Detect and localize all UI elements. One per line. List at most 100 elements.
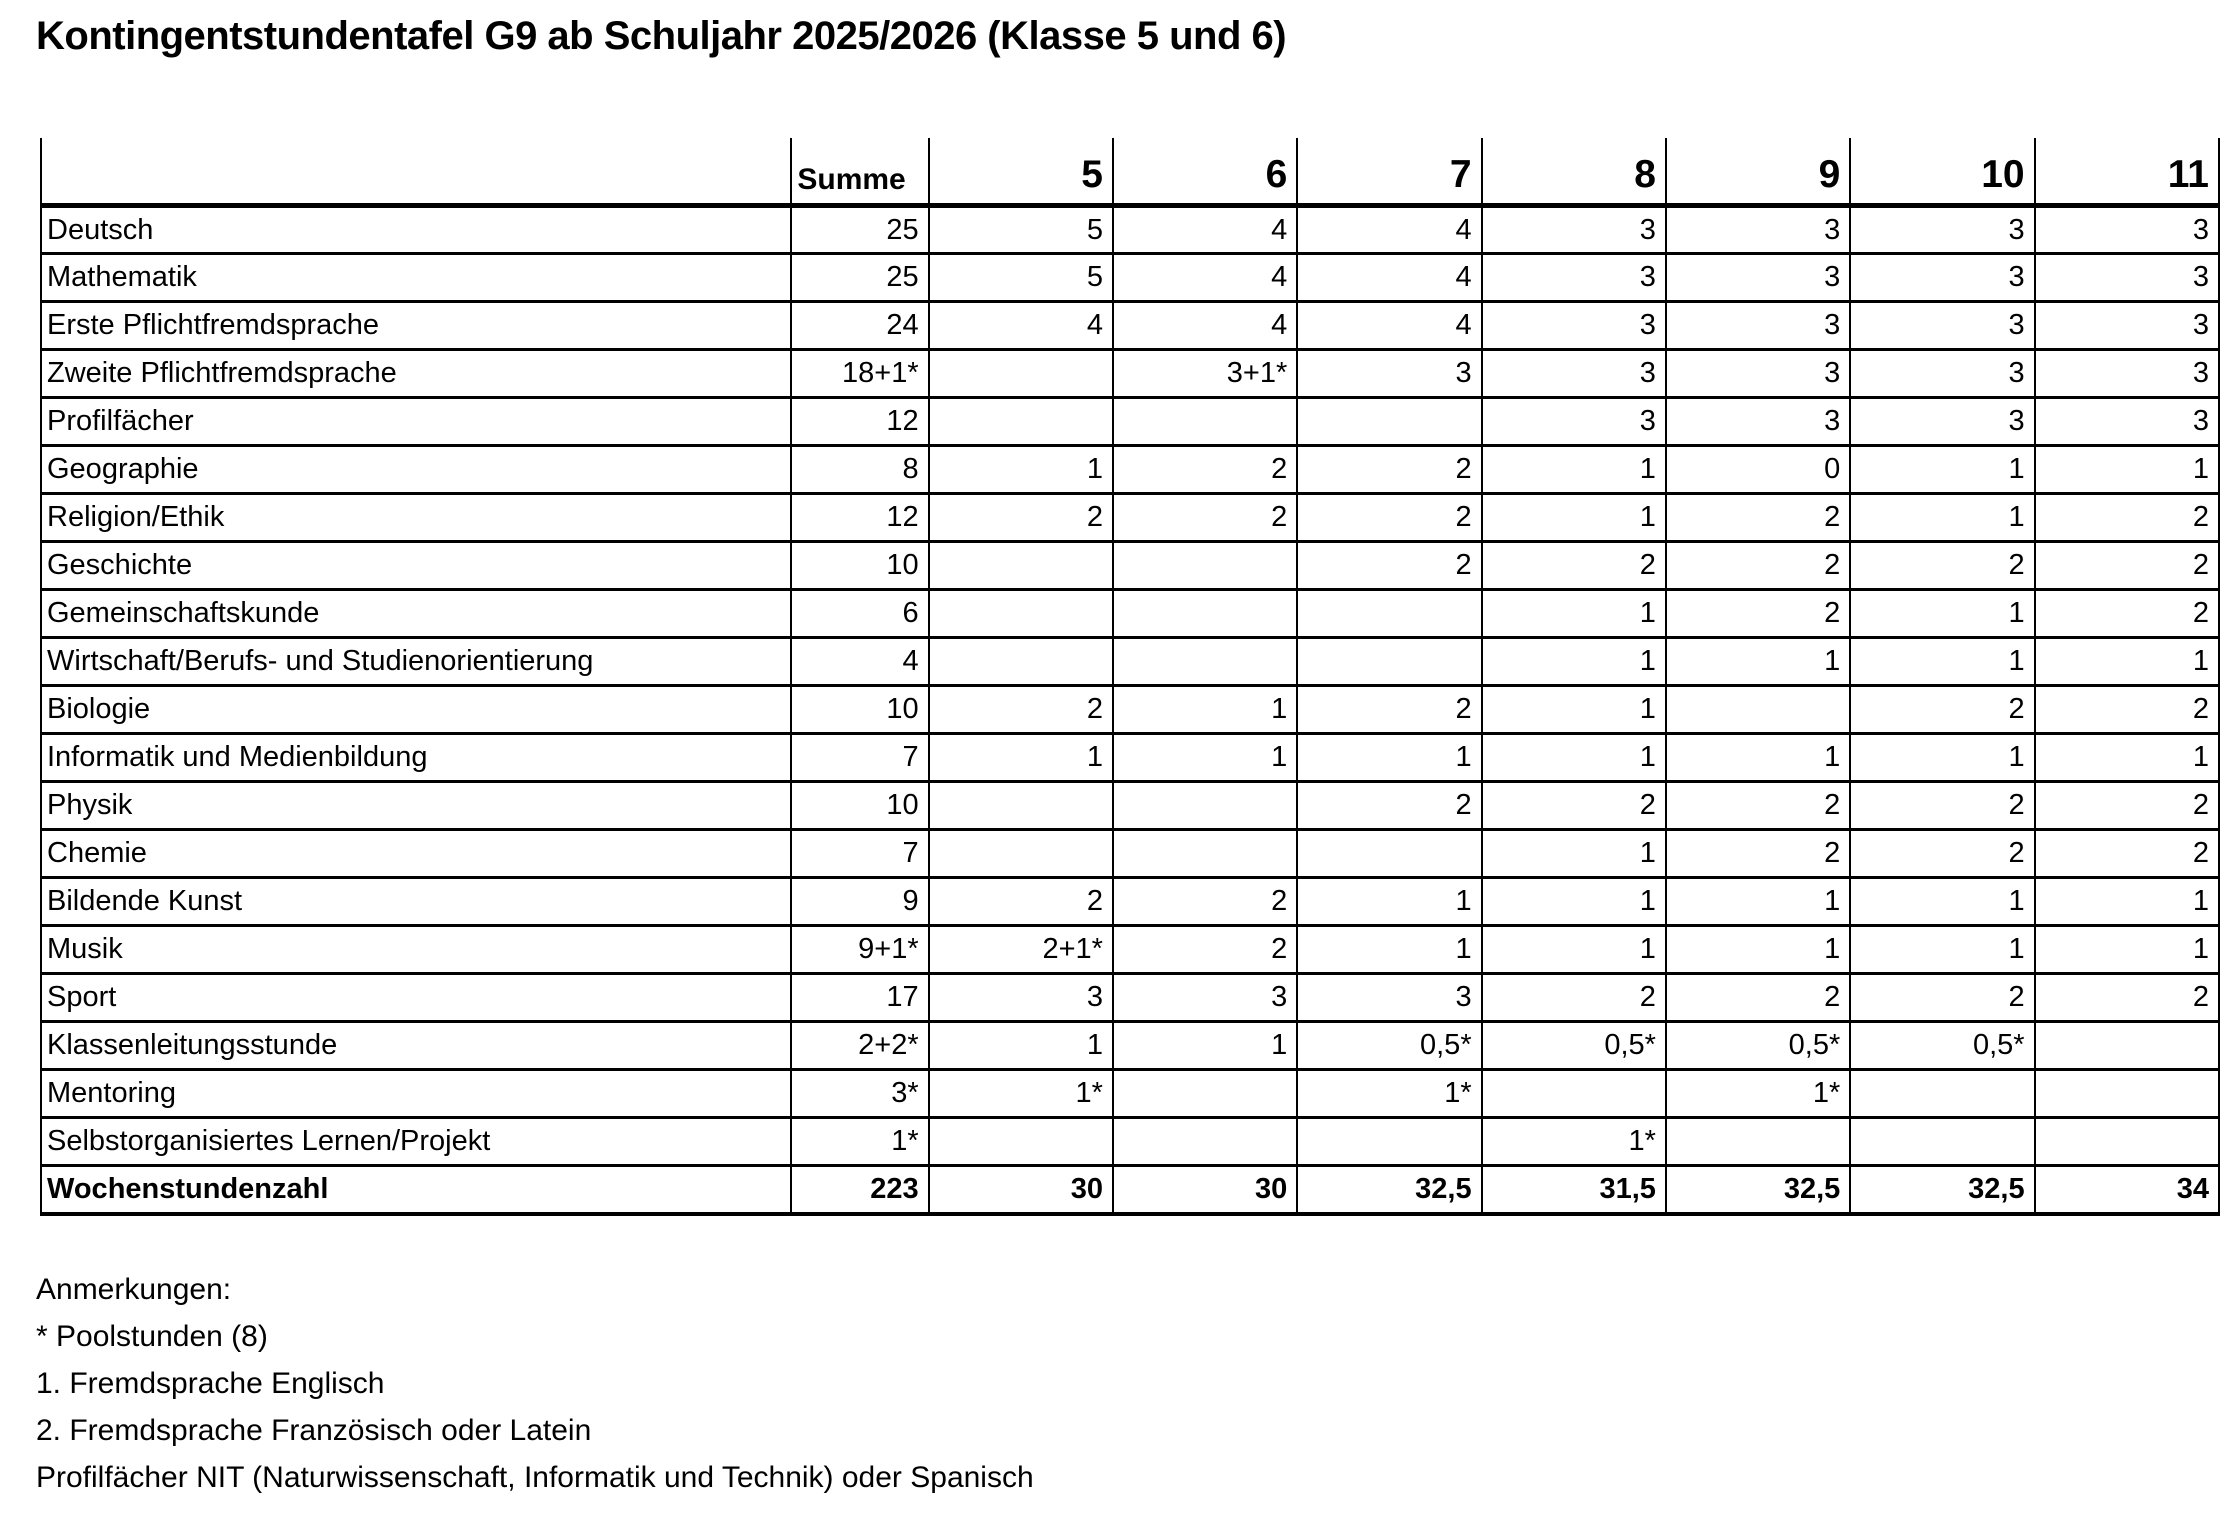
- table-row: Deutsch 25 5 4 4 3 3 3 3: [39, 204, 2221, 255]
- value-cell: 2: [927, 492, 1114, 543]
- value-cell: 3: [1296, 972, 1483, 1023]
- value-cell: 2: [1849, 684, 2036, 735]
- value-cell: [1480, 1068, 1667, 1119]
- value-cell: 3: [2033, 204, 2221, 255]
- value-cell: 3: [2033, 300, 2221, 351]
- table-row: Klassenleitungsstunde 2+2* 1 1 0,5* 0,5* 0,5* 0…: [39, 1020, 2221, 1071]
- table-row: Informatik und Medienbildung 7 1 1 1 1 1 1 1: [39, 732, 2221, 783]
- subject-label: Wirtschaft/Berufs- und Studienorientieru…: [39, 636, 793, 687]
- subject-label: Sport: [39, 972, 793, 1023]
- table-row: Chemie 7 1 2 2 2: [39, 828, 2221, 879]
- value-cell: 2: [1849, 540, 2036, 591]
- table-header-row: Summe 5 6 7 8 9 10 11: [39, 138, 2221, 208]
- table-row: Mathematik 25 5 4 4 3 3 3 3: [39, 252, 2221, 303]
- footnotes: Anmerkungen: * Poolstunden (8) 1. Fremdspr…: [36, 1266, 1034, 1501]
- value-cell: 1: [1480, 636, 1667, 687]
- value-cell: 5: [927, 204, 1114, 255]
- value-cell: 12: [790, 396, 930, 447]
- value-cell: [927, 1116, 1114, 1167]
- value-cell: 1: [1480, 924, 1667, 975]
- value-cell: 2: [2033, 540, 2221, 591]
- value-cell: 2: [1849, 828, 2036, 879]
- value-cell: 2: [1111, 924, 1299, 975]
- value-cell: [1849, 1068, 2036, 1119]
- value-cell: 0,5*: [1849, 1020, 2036, 1071]
- value-cell: 3: [1664, 204, 1852, 255]
- value-cell: 31,5: [1480, 1164, 1667, 1216]
- value-cell: [1111, 828, 1299, 879]
- value-cell: [1849, 1116, 2036, 1167]
- value-cell: 2: [1111, 444, 1299, 495]
- value-cell: 4: [1296, 252, 1483, 303]
- value-cell: [927, 396, 1114, 447]
- footnote-line: * Poolstunden (8): [36, 1320, 268, 1353]
- value-cell: 2: [2033, 588, 2221, 639]
- value-cell: 10: [790, 780, 930, 831]
- value-cell: 3: [1664, 252, 1852, 303]
- value-cell: 3: [1480, 348, 1667, 399]
- value-cell: 3: [1480, 300, 1667, 351]
- subject-label: Zweite Pflichtfremdsprache: [39, 348, 793, 399]
- subject-label: Musik: [39, 924, 793, 975]
- value-cell: 3: [1480, 204, 1667, 255]
- table-row: Religion/Ethik 12 2 2 2 1 2 1 2: [39, 492, 2221, 543]
- value-cell: 2: [1849, 780, 2036, 831]
- value-cell: 1: [2033, 732, 2221, 783]
- value-cell: 10: [790, 684, 930, 735]
- value-cell: 1: [1664, 924, 1852, 975]
- value-cell: 1: [2033, 924, 2221, 975]
- value-cell: 2: [2033, 684, 2221, 735]
- value-cell: 4: [1111, 300, 1299, 351]
- value-cell: 1: [1849, 876, 2036, 927]
- value-cell: 2: [1480, 972, 1667, 1023]
- value-cell: 1: [1296, 924, 1483, 975]
- column-header-10: 10: [1849, 138, 2036, 208]
- value-cell: 3: [1849, 348, 2036, 399]
- value-cell: 2: [1664, 972, 1852, 1023]
- table-row: Erste Pflichtfremdsprache 24 4 4 4 3 3 3 3: [39, 300, 2221, 351]
- value-cell: 25: [790, 204, 930, 255]
- value-cell: [1296, 636, 1483, 687]
- value-cell: 2+2*: [790, 1020, 930, 1071]
- value-cell: 2: [2033, 492, 2221, 543]
- value-cell: 3: [2033, 252, 2221, 303]
- value-cell: 3: [2033, 396, 2221, 447]
- value-cell: 2: [1664, 780, 1852, 831]
- value-cell: 1: [1664, 636, 1852, 687]
- column-header-8: 8: [1480, 138, 1667, 208]
- value-cell: [1664, 1116, 1852, 1167]
- value-cell: 4: [1111, 204, 1299, 255]
- value-cell: 2: [2033, 780, 2221, 831]
- value-cell: [1111, 780, 1299, 831]
- table-row: Profilfächer 12 3 3 3 3: [39, 396, 2221, 447]
- value-cell: 17: [790, 972, 930, 1023]
- value-cell: 4: [790, 636, 930, 687]
- value-cell: 1: [1480, 444, 1667, 495]
- value-cell: 3: [1480, 396, 1667, 447]
- value-cell: 3: [1296, 348, 1483, 399]
- subject-label: Gemeinschaftskunde: [39, 588, 793, 639]
- value-cell: 1: [1480, 492, 1667, 543]
- subject-label: Wochenstundenzahl: [39, 1164, 793, 1216]
- value-cell: 3+1*: [1111, 348, 1299, 399]
- subject-label: Klassenleitungsstunde: [39, 1020, 793, 1071]
- value-cell: 2: [1849, 972, 2036, 1023]
- value-cell: 0,5*: [1480, 1020, 1667, 1071]
- value-cell: 1: [1664, 732, 1852, 783]
- value-cell: [1111, 636, 1299, 687]
- value-cell: [927, 348, 1114, 399]
- column-header-6: 6: [1111, 138, 1299, 208]
- column-header-Summe: Summe: [790, 138, 930, 208]
- value-cell: 3: [1849, 300, 2036, 351]
- value-cell: 2+1*: [927, 924, 1114, 975]
- value-cell: 2: [1480, 780, 1667, 831]
- value-cell: 1: [1296, 732, 1483, 783]
- subject-label: Selbstorganisiertes Lernen/Projekt: [39, 1116, 793, 1167]
- value-cell: 4: [1296, 300, 1483, 351]
- value-cell: 18+1*: [790, 348, 930, 399]
- table-row: Sport 17 3 3 3 2 2 2 2: [39, 972, 2221, 1023]
- value-cell: 1: [1480, 588, 1667, 639]
- value-cell: 223: [790, 1164, 930, 1216]
- value-cell: 2: [1296, 444, 1483, 495]
- value-cell: [1296, 396, 1483, 447]
